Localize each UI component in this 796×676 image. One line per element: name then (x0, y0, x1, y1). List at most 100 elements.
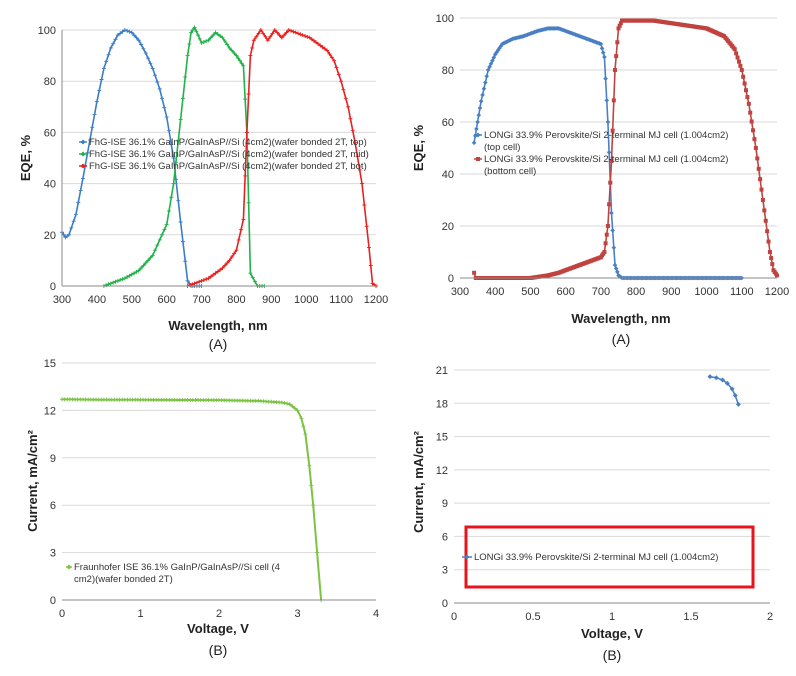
chart-fhg-eqe: 0 20 40 60 80 100 300 400 500 600 700 800 900 1000 110… (18, 25, 388, 352)
data-point (605, 224, 610, 228)
data-point (244, 130, 249, 135)
data-point (155, 80, 160, 85)
data-point (143, 51, 148, 56)
data-point (169, 195, 174, 200)
data-point (258, 28, 263, 32)
data-point (298, 32, 303, 37)
c1-tick-labels: 0 20 40 60 80 100 300 400 500 600 700 800 900 1000 110… (38, 25, 389, 306)
data-point (769, 256, 774, 261)
data-point (729, 386, 735, 392)
data-point (301, 424, 306, 429)
data-point (115, 33, 120, 38)
y-tick-label: 9 (442, 498, 448, 510)
data-point (603, 76, 608, 81)
data-point (229, 48, 234, 53)
data-point (614, 54, 619, 59)
data-point (765, 229, 770, 234)
data-point (115, 278, 120, 283)
y-tick-label: 0 (448, 273, 454, 285)
data-point (616, 26, 621, 31)
x-tick-label: 800 (227, 294, 245, 306)
data-point (609, 210, 614, 216)
y-tick-label: 20 (44, 230, 56, 242)
data-point (303, 432, 308, 437)
y-tick-label: 100 (436, 13, 454, 25)
data-point (256, 31, 261, 36)
data-point (113, 279, 118, 284)
x-tick-label: 1000 (294, 294, 318, 306)
data-point (85, 150, 90, 155)
data-point (481, 86, 487, 92)
data-point (129, 272, 134, 277)
data-point (353, 140, 358, 145)
data-point (208, 274, 213, 279)
c4-tick-labels: 0 3 6 9 12 15 18 21 0 0.5 1 1.5 2 (436, 365, 773, 623)
data-point (166, 128, 171, 133)
data-point (150, 66, 155, 71)
legend-label: LONGi 33.9% Perovskite/Si 2-terminal MJ … (484, 154, 728, 177)
data-point (106, 52, 111, 57)
data-point (282, 33, 287, 38)
data-point (132, 33, 137, 38)
data-point (227, 258, 232, 263)
data-point (180, 96, 185, 101)
data-point (243, 173, 248, 178)
data-point (199, 278, 204, 283)
data-point (157, 86, 162, 91)
data-point (90, 125, 95, 130)
data-point (236, 237, 241, 242)
data-point (213, 271, 218, 276)
data-point (132, 271, 137, 276)
data-point (176, 138, 181, 143)
c2-ylabel: EQE, % (411, 124, 426, 171)
data-point (120, 277, 125, 282)
data-point (753, 146, 758, 150)
data-point (605, 119, 611, 125)
data-point (327, 51, 332, 56)
chart-longi-iv: 0 3 6 9 12 15 18 21 0 0.5 1 1.5 2 LONGi 33.9% Perovs… (411, 365, 773, 663)
legend-marker (475, 132, 481, 138)
data-point (485, 67, 491, 73)
legend-label: FhG-ISE 36.1% GaInP/GaInAsP//Si (4cm2)(w… (89, 161, 367, 172)
data-point (598, 41, 604, 47)
data-point (78, 188, 83, 193)
legend-marker (80, 163, 86, 169)
data-point (234, 53, 239, 58)
data-point (613, 266, 619, 271)
data-point (332, 58, 337, 63)
data-point (759, 187, 764, 192)
data-point (178, 220, 183, 224)
data-point (197, 279, 202, 284)
data-point (134, 35, 139, 40)
data-point (204, 277, 209, 282)
data-point (751, 128, 756, 133)
data-point (164, 222, 169, 227)
data-point (139, 42, 144, 47)
data-point (208, 35, 213, 40)
data-point (153, 73, 158, 78)
data-point (745, 95, 750, 100)
data-point (166, 208, 171, 213)
legend-marker (80, 139, 86, 145)
c3-xlabel: Voltage, V (187, 621, 249, 636)
data-point (307, 463, 312, 468)
data-point (153, 248, 158, 253)
data-point (343, 96, 348, 101)
legend-label-line: (top cell) (484, 142, 520, 153)
data-point (222, 263, 227, 268)
data-point (250, 45, 255, 50)
data-point (732, 393, 738, 399)
data-point (206, 276, 211, 281)
data-point (293, 30, 298, 35)
data-point (108, 45, 113, 50)
c1-xlabel: Wavelength, nm (168, 318, 267, 333)
c2-xlabel: Wavelength, nm (571, 311, 670, 326)
data-point (735, 55, 740, 60)
data-point (277, 33, 282, 38)
c4-legend: LONGi 33.9% Perovskite/Si 2-terminal MJ … (462, 525, 755, 589)
y-tick-label: 3 (442, 565, 448, 577)
data-point (122, 276, 127, 281)
data-point (162, 105, 167, 110)
c3-gridlines (62, 362, 376, 554)
